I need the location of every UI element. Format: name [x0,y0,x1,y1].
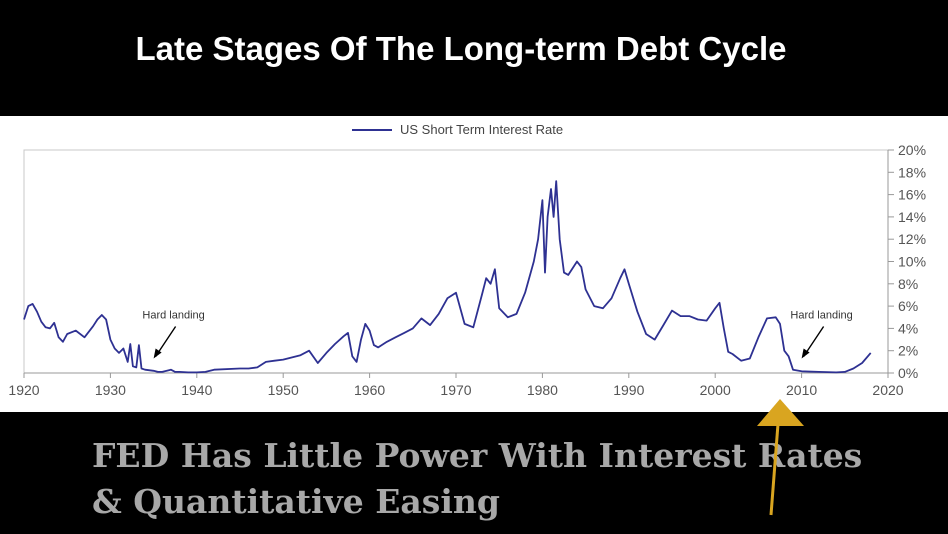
y-tick-label: 16% [898,187,926,203]
caption-band [0,412,948,534]
y-tick-label: 8% [898,276,918,292]
y-tick-label: 12% [898,231,926,247]
x-tick-label: 2020 [872,382,903,398]
annotation-arrow-head [801,348,810,359]
x-tick-label: 1960 [354,382,385,398]
series-line-us-short-term-rate [23,180,872,374]
y-tick-label: 10% [898,254,926,270]
x-tick-label: 2010 [786,382,817,398]
y-tick-label: 18% [898,164,926,180]
y-tick-label: 4% [898,320,918,336]
axis-ticks: 1920 1930 1940 1950 1960 1970 1980 1990 2000 2010… [8,142,926,398]
x-tick-label: 1930 [95,382,126,398]
caption-line-1: FED Has Little Power With Interest Rates [92,436,863,475]
slide-title: Late Stages Of The Long-term Debt Cycle [135,30,787,67]
x-tick-label: 1980 [527,382,558,398]
chart-legend: US Short Term Interest Rate [352,122,563,137]
x-tick-label: 1970 [440,382,471,398]
caption-line-2: & Quantitative Easing [92,482,500,521]
x-tick-label: 1950 [268,382,299,398]
annotation-label: Hard landing [790,310,852,322]
annotation-arrow-head [153,348,162,359]
annotation-label: Hard landing [142,310,204,322]
x-tick-label: 1940 [181,382,212,398]
legend-label: US Short Term Interest Rate [400,122,563,137]
title-band [0,0,948,116]
y-tick-label: 6% [898,298,918,314]
x-tick-label: 2000 [700,382,731,398]
overlay-arrow-head [757,399,804,426]
x-tick-label: 1920 [8,382,39,398]
y-tick-label: 2% [898,343,918,359]
y-tick-label: 14% [898,209,926,225]
annotations: Hard landing Hard landing [142,310,853,359]
y-tick-label: 20% [898,142,926,158]
x-tick-label: 1990 [613,382,644,398]
y-tick-label: 0% [898,365,918,381]
overlay-arrow-shaft [769,423,780,516]
